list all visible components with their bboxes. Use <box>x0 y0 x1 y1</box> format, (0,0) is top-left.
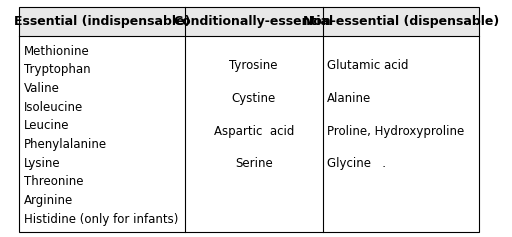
Text: Alanine: Alanine <box>327 92 372 105</box>
Text: Tyrosine: Tyrosine <box>229 59 278 72</box>
Text: Isoleucine: Isoleucine <box>24 101 83 114</box>
Text: Serine: Serine <box>235 157 272 170</box>
Text: Phenylalanine: Phenylalanine <box>24 138 106 151</box>
Text: Cystine: Cystine <box>231 92 276 105</box>
Text: Glycine   .: Glycine . <box>327 157 387 170</box>
Text: Lysine: Lysine <box>24 157 60 170</box>
Bar <box>19 7 479 36</box>
Text: Non-essential (dispensable): Non-essential (dispensable) <box>303 15 499 28</box>
Text: Threonine: Threonine <box>24 175 83 188</box>
Text: Tryptophan: Tryptophan <box>24 64 90 77</box>
Text: Essential (indispensable): Essential (indispensable) <box>14 15 190 28</box>
Text: Leucine: Leucine <box>24 119 69 132</box>
Text: Glutamic acid: Glutamic acid <box>327 59 409 72</box>
Text: Conditionally-essential: Conditionally-essential <box>174 15 334 28</box>
Text: Proline, Hydroxyproline: Proline, Hydroxyproline <box>327 125 464 137</box>
Text: Valine: Valine <box>24 82 59 95</box>
Text: Arginine: Arginine <box>24 194 73 207</box>
Text: Aspartic  acid: Aspartic acid <box>214 125 294 137</box>
Text: Methionine: Methionine <box>24 45 89 58</box>
Text: Histidine (only for infants): Histidine (only for infants) <box>24 213 178 226</box>
